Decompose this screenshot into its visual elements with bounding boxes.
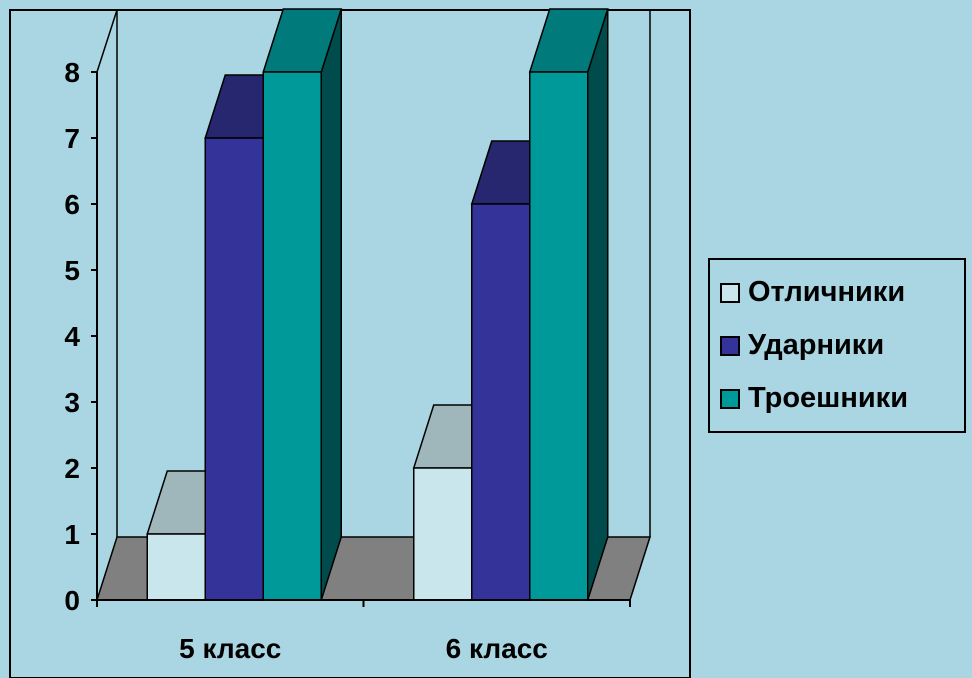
y-tick-label: 0 [64, 585, 80, 616]
bar-front [413, 467, 473, 601]
bar [528, 8, 609, 601]
chart-bars [146, 8, 609, 601]
y-tick-label: 3 [64, 387, 80, 418]
bar-side [587, 8, 609, 601]
legend-swatch [720, 388, 740, 409]
chart-walls [9, 9, 691, 678]
y-tick-label: 6 [64, 189, 80, 220]
y-tick-label: 7 [64, 123, 80, 154]
legend-label: Отличники [748, 276, 906, 308]
legend-item: Троешники [720, 382, 964, 415]
legend-swatch [720, 282, 740, 303]
bar-front [204, 137, 264, 601]
legend-label: Троешники [748, 382, 909, 414]
plot-area-border [9, 9, 691, 678]
legend-item: Отличники [720, 276, 964, 309]
y-tick-label: 4 [64, 321, 80, 352]
x-tick-label: 6 класс [446, 633, 548, 664]
bar-front [262, 71, 322, 601]
legend: Отличники Ударники Троешники [708, 258, 966, 433]
legend-label: Ударники [748, 329, 885, 361]
bar-front [146, 533, 206, 601]
bar-front [471, 203, 531, 601]
y-tick-label: 1 [64, 519, 80, 550]
y-tick-label: 8 [64, 57, 80, 88]
y-axis: 0 1 2 3 4 5 6 7 8 [64, 57, 98, 616]
y-tick-label: 5 [64, 255, 80, 286]
bar-side [320, 8, 342, 601]
x-tick-label: 5 класс [179, 633, 281, 664]
legend-swatch [720, 335, 740, 356]
bar-front [529, 71, 589, 601]
x-axis: 5 класс 6 класс [96, 599, 631, 664]
bar [262, 8, 343, 601]
y-tick-label: 2 [64, 453, 80, 484]
legend-item: Ударники [720, 329, 964, 362]
side-wall-edge [96, 9, 118, 73]
